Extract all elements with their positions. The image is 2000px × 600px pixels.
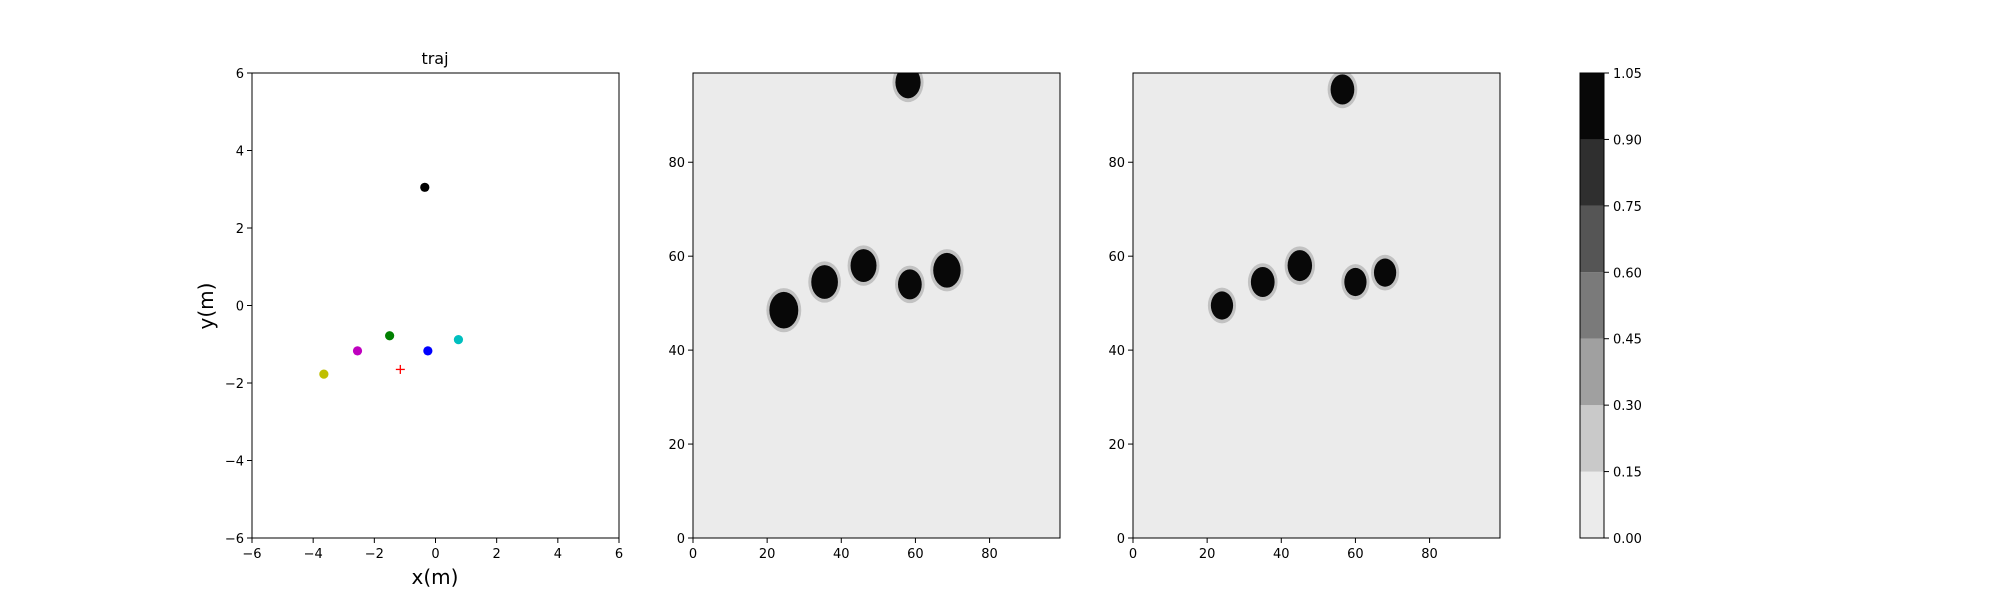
occupancy-blob-4 (898, 269, 922, 300)
occupancy-blob-5 (1373, 258, 1397, 287)
map-1-xtick-label: 40 (833, 547, 850, 562)
traj-xtick-label: 6 (615, 547, 623, 562)
map-2-xtick-label: 40 (1273, 547, 1290, 562)
map-2-ticks: 0 20 40 60 80 0 20 40 60 80 (1108, 156, 1437, 562)
traj-xtick-label: −2 (365, 547, 384, 562)
occupancy-blob-1 (1210, 291, 1234, 320)
occupancy-blob-0 (895, 73, 921, 99)
traj-axes-frame (251, 72, 620, 539)
map-1-ytick-label: 0 (677, 532, 685, 547)
traj-ytick-label: −2 (225, 377, 244, 392)
map-2-xtick-label: 20 (1199, 547, 1216, 562)
map-blob-layer (766, 73, 964, 333)
occupancy-blob-3 (1287, 250, 1313, 282)
colorbar-band (1580, 272, 1604, 339)
colorbar-ticks: 0.00 0.15 0.30 0.45 0.60 0.75 0.90 1.05 (1604, 67, 1642, 547)
traj-title: traj (421, 49, 448, 68)
traj-ytick-label: 4 (236, 145, 244, 160)
colorbar-tick-label: 0.00 (1613, 532, 1642, 547)
scatter-point-1 (385, 331, 395, 341)
colorbar-band (1580, 471, 1604, 538)
map-1-ytick-label: 40 (668, 344, 685, 359)
map-panel-2: 0 20 40 60 80 0 20 40 60 80 (1108, 72, 1501, 562)
colorbar-bands (1580, 73, 1604, 538)
occupancy-blob-1 (769, 291, 799, 329)
map-2-ytick-label: 20 (1108, 438, 1125, 453)
map-2-ytick-label: 60 (1108, 250, 1125, 265)
scatter-point-2 (352, 346, 363, 356)
traj-xtick-label: 4 (554, 547, 562, 562)
traj-xtick-label: 0 (431, 547, 439, 562)
traj-points (319, 182, 464, 379)
map-2-ytick-label: 0 (1117, 532, 1125, 547)
map-panel-1: 0 20 40 60 80 0 20 40 60 80 (668, 72, 1061, 562)
occupancy-blob-4 (1344, 267, 1367, 297)
map-1-background (693, 73, 1060, 538)
map-2-axes-frame (1132, 72, 1501, 539)
map-1-axes-frame (692, 72, 1061, 539)
occupancy-blob-2 (1250, 266, 1275, 298)
traj-xtick-label: 2 (493, 547, 501, 562)
traj-xtick-label: −6 (242, 547, 261, 562)
map-1-ytick-label: 20 (668, 438, 685, 453)
map-1-xtick-label: 20 (759, 547, 776, 562)
traj-ytick-label: −6 (225, 532, 244, 547)
traj-ytick-label: −4 (225, 455, 244, 470)
map-2-xtick-label: 60 (1347, 547, 1364, 562)
colorbar-tick-label: 0.90 (1613, 133, 1642, 148)
colorbar-tick-label: 0.15 (1613, 466, 1642, 481)
scatter-point-5 (319, 369, 329, 379)
map-1-xtick-label: 60 (907, 547, 924, 562)
traj-ytick-label: 2 (236, 222, 244, 237)
colorbar-frame (1579, 72, 1605, 539)
map-2-ytick-label: 80 (1108, 156, 1125, 171)
map-1-blobs (766, 73, 964, 333)
traj-panel: traj x(m) y(m) −6 −4 −2 0 2 4 6 −6 −4 −2 0 2 4 6 (194, 49, 623, 589)
colorbar-band (1580, 338, 1604, 406)
y-axis-label: y(m) (194, 283, 218, 330)
colorbar-band (1580, 73, 1604, 140)
colorbar: 0.00 0.15 0.30 0.45 0.60 0.75 0.90 1.05 (1579, 67, 1642, 547)
colorbar-band (1580, 205, 1604, 273)
colorbar-tick-label: 0.75 (1613, 200, 1642, 215)
occupancy-blob-0 (1330, 74, 1355, 105)
traj-xtick-label: −4 (304, 547, 323, 562)
map-2-xtick-label: 80 (1421, 547, 1438, 562)
x-axis-label: x(m) (412, 565, 459, 589)
map-1-ytick-label: 80 (668, 156, 685, 171)
colorbar-tick-label: 0.30 (1613, 399, 1642, 414)
colorbar-tick-label: 0.60 (1613, 266, 1642, 281)
colorbar-tick-label: 1.05 (1613, 67, 1642, 82)
map-2-background (1133, 73, 1500, 538)
colorbar-band (1580, 139, 1604, 206)
occupancy-blob-5 (933, 252, 961, 288)
traj-ytick-label: 0 (236, 300, 244, 315)
map-2-ytick-label: 40 (1108, 344, 1125, 359)
map-2-xtick-label: 0 (1129, 547, 1137, 562)
map-1-xtick-label: 0 (689, 547, 697, 562)
map-1-ticks: 0 20 40 60 80 0 20 40 60 80 (668, 156, 997, 562)
map-1-ytick-label: 60 (668, 250, 685, 265)
traj-ytick-label: 6 (236, 67, 244, 82)
scatter-point-3 (423, 346, 433, 356)
occupancy-blob-2 (811, 265, 838, 299)
colorbar-band (1580, 405, 1604, 472)
map-blob-layer (1207, 73, 1400, 324)
map-1-xtick-label: 80 (981, 547, 998, 562)
occupancy-blob-3 (850, 249, 877, 283)
colorbar-tick-label: 0.45 (1613, 333, 1642, 348)
scatter-point-0 (420, 182, 430, 192)
scatter-point-4 (453, 335, 464, 345)
traj-ticks: −6 −4 −2 0 2 4 6 −6 −4 −2 0 2 4 6 (225, 67, 623, 562)
map-2-blobs (1207, 73, 1400, 324)
